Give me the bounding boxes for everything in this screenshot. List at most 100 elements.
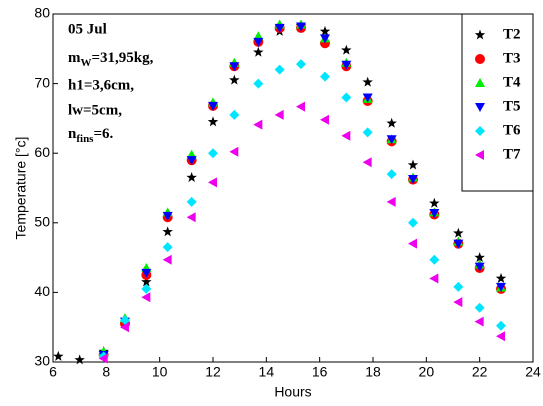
- data-point: [408, 217, 418, 228]
- legend-label: T2: [503, 26, 521, 42]
- legend-marker: [475, 150, 484, 160]
- data-point: [386, 169, 397, 180]
- annotation: 05 Jul: [68, 21, 107, 37]
- data-point: [474, 262, 485, 272]
- data-point: [274, 64, 285, 75]
- data-point: [229, 62, 240, 72]
- data-point: [186, 212, 196, 223]
- data-point: [186, 196, 197, 207]
- data-point: [186, 172, 197, 183]
- legend-marker: [475, 126, 485, 136]
- data-point: [453, 297, 463, 308]
- data-point: [229, 146, 239, 157]
- data-point: [453, 227, 464, 238]
- data-point: [386, 135, 397, 145]
- y-tick-label: 60: [34, 144, 50, 160]
- data-point: [429, 273, 439, 284]
- y-tick-label: 50: [34, 214, 50, 230]
- data-point: [429, 197, 440, 208]
- data-point: [141, 283, 152, 294]
- data-point: [162, 226, 173, 237]
- data-point: [253, 78, 264, 89]
- data-point: [453, 239, 464, 249]
- data-point: [341, 44, 352, 55]
- data-point: [274, 23, 285, 33]
- y-tick-label: 70: [34, 74, 50, 90]
- data-point: [141, 292, 151, 303]
- annotation: nfins=6.: [68, 126, 114, 144]
- data-point: [495, 272, 507, 283]
- legend-marker: [475, 54, 485, 64]
- legend-marker: [474, 29, 486, 40]
- legend-label: T4: [503, 74, 521, 90]
- data-point: [429, 254, 440, 265]
- data-point: [162, 254, 172, 265]
- data-point: [320, 114, 329, 125]
- x-tick-label: 12: [205, 364, 221, 380]
- data-point: [141, 268, 152, 278]
- data-point: [341, 92, 352, 103]
- data-point: [362, 127, 373, 138]
- x-axis-label: Hours: [274, 384, 311, 400]
- legend-label: T7: [503, 146, 521, 162]
- data-point: [429, 209, 440, 219]
- data-point: [496, 282, 506, 292]
- data-point: [407, 159, 419, 170]
- x-tick-label: 10: [152, 364, 168, 380]
- data-point: [98, 353, 108, 364]
- data-point: [496, 320, 506, 331]
- data-point: [208, 148, 218, 159]
- x-tick-label: 22: [472, 364, 488, 380]
- annotation-part: m: [68, 50, 81, 66]
- legend-box: [461, 13, 534, 192]
- legend-label: T6: [503, 122, 521, 138]
- data-point: [408, 238, 417, 249]
- data-point: [253, 37, 264, 47]
- data-point: [386, 196, 396, 207]
- data-point: [496, 331, 505, 342]
- annotation: lw=5cm,: [68, 102, 122, 118]
- x-tick-label: 16: [312, 364, 328, 380]
- data-point: [162, 242, 173, 253]
- legend-marker: [475, 78, 485, 87]
- annotation-part: =6.: [93, 126, 113, 142]
- data-point: [362, 93, 373, 103]
- annotation-part: fins: [76, 133, 94, 145]
- data-point: [186, 156, 197, 166]
- annotation: mW=31,95kg,: [68, 50, 154, 68]
- data-point: [386, 117, 397, 128]
- annotation-part: W: [81, 57, 92, 69]
- legend-label: T3: [503, 50, 521, 66]
- data-point: [253, 46, 264, 57]
- x-tick-label: 18: [365, 364, 381, 380]
- data-point: [274, 109, 284, 120]
- data-point: [319, 25, 331, 36]
- y-tick-label: 30: [34, 353, 50, 369]
- data-point: [474, 252, 485, 263]
- x-tick-label: 24: [525, 364, 541, 380]
- annotation: h1=3,6cm,: [68, 77, 134, 93]
- data-point: [120, 315, 130, 326]
- data-point: [208, 101, 218, 111]
- data-point: [296, 59, 306, 70]
- data-point: [208, 177, 217, 188]
- data-point: [253, 119, 263, 130]
- legend-label: T5: [503, 98, 521, 114]
- data-point: [474, 316, 484, 327]
- data-point: [362, 76, 373, 87]
- data-point: [341, 60, 352, 70]
- data-point: [120, 322, 129, 333]
- data-point: [53, 350, 64, 361]
- data-point: [74, 354, 85, 365]
- data-point: [474, 302, 485, 313]
- data-point: [341, 130, 351, 141]
- data-point: [296, 22, 306, 32]
- data-point: [408, 174, 418, 184]
- data-point: [453, 281, 464, 292]
- data-point: [162, 211, 173, 221]
- x-tick-label: 20: [419, 364, 435, 380]
- data-point: [229, 74, 240, 85]
- data-point: [362, 157, 372, 168]
- annotation-part: =31,95kg,: [92, 50, 154, 66]
- x-tick-label: 14: [259, 364, 275, 380]
